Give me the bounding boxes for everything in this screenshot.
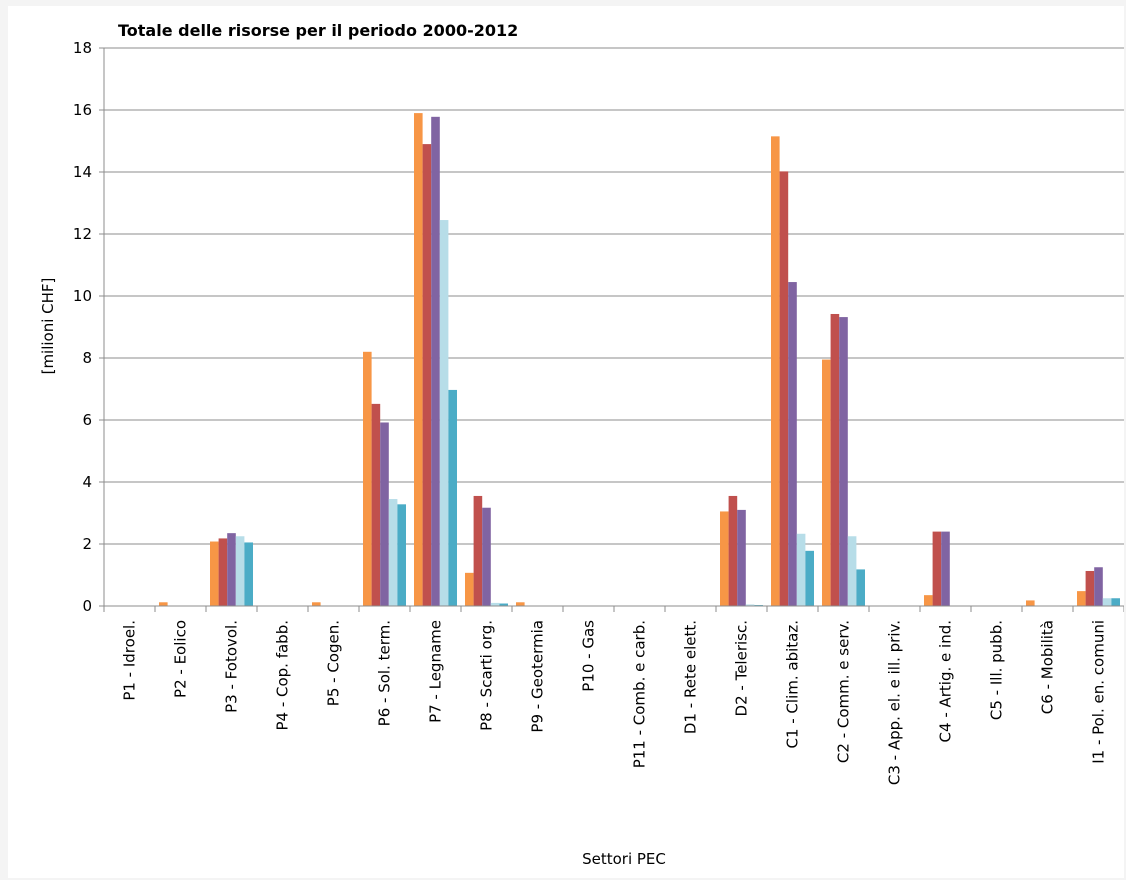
- bar: [796, 533, 806, 606]
- x-tick-label: D1 - Rete elett.: [682, 620, 700, 734]
- bar: [439, 220, 449, 607]
- bar: [771, 136, 780, 606]
- x-tick-labels: P1 - Idroel. P2 - Eolico P3 - Fotovol. P4 -…: [121, 620, 1108, 785]
- bar: [941, 531, 950, 606]
- bar: [839, 317, 848, 606]
- bar: [482, 507, 491, 606]
- x-tick-label: C5 - Ill. pubb.: [988, 620, 1006, 720]
- bar: [388, 499, 398, 606]
- y-tick-label: 16: [73, 101, 92, 119]
- x-axis-label: Settori PEC: [582, 850, 666, 868]
- bar: [924, 595, 933, 606]
- bar: [499, 603, 508, 606]
- bar: [830, 313, 840, 606]
- bar: [473, 495, 483, 606]
- x-tick-label: C4 - Artig. e ind.: [937, 620, 955, 742]
- y-tick-label: 18: [73, 39, 92, 57]
- bar: [1102, 598, 1112, 606]
- x-tick-label: D2 - Telerisc.: [733, 620, 751, 716]
- gridlines: [99, 47, 1124, 607]
- x-tick-label: C2 - Comm. e serv.: [835, 620, 853, 763]
- axes: [103, 48, 1124, 612]
- bar: [397, 504, 406, 606]
- y-axis-label: [milioni CHF]: [39, 278, 57, 375]
- x-tick-label: P3 - Fotovol.: [223, 620, 241, 713]
- x-tick-label: P9 - Geotermia: [529, 620, 547, 733]
- bar: [805, 550, 814, 606]
- x-tick-label: P4 - Cop. fabb.: [274, 620, 292, 731]
- bar: [371, 403, 381, 606]
- x-tick-label: P2 - Eolico: [172, 620, 190, 698]
- bars: [159, 113, 1120, 607]
- bar: [235, 536, 245, 606]
- y-tick-label: 8: [82, 349, 92, 367]
- bar: [465, 572, 474, 606]
- x-tick-label: P10 - Gas: [580, 620, 598, 692]
- bar: [516, 602, 525, 606]
- bar: [414, 113, 423, 606]
- bar: [737, 509, 746, 606]
- bar: [745, 604, 755, 606]
- bar: [728, 495, 738, 606]
- x-tick-label: C3 - App. el. e ill. priv.: [886, 620, 904, 785]
- x-tick-label: P1 - Idroel.: [121, 620, 139, 701]
- y-tick-labels: 0 2 4 6 8 10 12 14 16 18: [73, 39, 92, 615]
- bar: [720, 511, 729, 606]
- bar: [856, 569, 865, 606]
- y-tick-label: 2: [82, 535, 92, 553]
- y-tick-label: 4: [82, 473, 92, 491]
- y-tick-label: 12: [73, 225, 92, 243]
- bar: [1077, 591, 1086, 606]
- bar: [788, 282, 797, 606]
- y-tick-label: 10: [73, 287, 92, 305]
- y-tick-label: 14: [73, 163, 92, 181]
- x-tick-label: I1 - Pol. en. comuni: [1090, 620, 1108, 764]
- bar: [490, 602, 500, 606]
- bar: [448, 389, 457, 606]
- x-tick-label: P7 - Legname: [427, 620, 445, 723]
- x-tick-label: P6 - Sol. term.: [376, 620, 394, 726]
- y-tick-label: 0: [82, 597, 92, 615]
- x-tick-label: P8 - Scarti org.: [478, 620, 496, 731]
- bar: [1026, 600, 1035, 606]
- bar: [312, 602, 321, 606]
- x-tick-label: P5 - Cogen.: [325, 620, 343, 706]
- chart-panel: 0 2 4 6 8 10 12 14 16 18 P1 - Idroel. P2 - Eolico P…: [8, 6, 1124, 878]
- bar: [210, 541, 219, 606]
- y-tick-label: 6: [82, 411, 92, 429]
- bar: [1111, 598, 1120, 606]
- bar: [932, 531, 942, 606]
- bar: [1094, 567, 1103, 606]
- bar: [159, 602, 168, 606]
- bar: [363, 351, 372, 606]
- bar: [244, 542, 253, 606]
- bar: [218, 538, 228, 606]
- bar: [227, 533, 236, 606]
- x-tick-label: P11 - Comb. e carb.: [631, 620, 649, 768]
- x-tick-label: C6 - Mobilità: [1039, 620, 1057, 714]
- x-tick-label: C1 - Clim. abitaz.: [784, 620, 802, 749]
- bar: [422, 144, 432, 606]
- bar: [847, 536, 857, 606]
- bar: [779, 171, 789, 606]
- bar: [822, 359, 831, 606]
- bar: [431, 116, 440, 606]
- bar: [1085, 570, 1095, 606]
- bar: [380, 422, 389, 606]
- chart-title: Totale delle risorse per il periodo 2000…: [118, 21, 518, 40]
